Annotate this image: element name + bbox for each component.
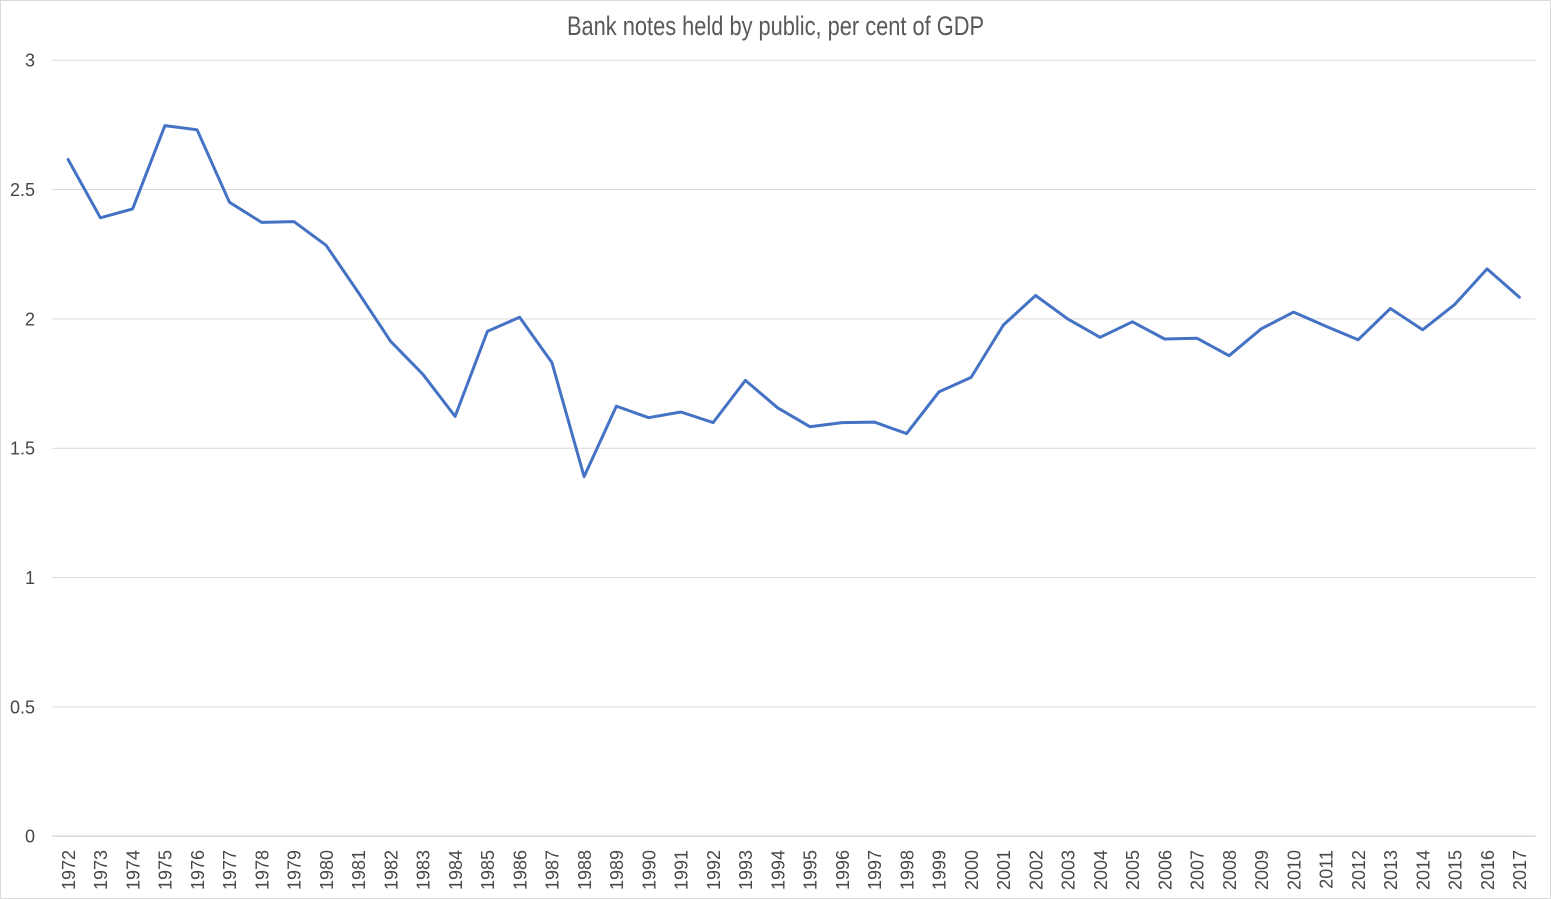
svg-text:1975: 1975 bbox=[156, 850, 176, 890]
svg-text:2003: 2003 bbox=[1059, 850, 1079, 890]
svg-text:2000: 2000 bbox=[962, 850, 982, 890]
svg-text:1992: 1992 bbox=[704, 850, 724, 890]
svg-text:1978: 1978 bbox=[252, 850, 272, 890]
svg-text:1999: 1999 bbox=[930, 850, 950, 890]
svg-text:2011: 2011 bbox=[1317, 850, 1337, 889]
svg-text:1981: 1981 bbox=[349, 850, 369, 890]
svg-text:1989: 1989 bbox=[607, 850, 627, 890]
svg-text:1986: 1986 bbox=[510, 850, 530, 890]
svg-text:1982: 1982 bbox=[381, 850, 401, 890]
svg-text:2017: 2017 bbox=[1510, 850, 1530, 890]
svg-text:1985: 1985 bbox=[478, 850, 498, 890]
svg-text:2014: 2014 bbox=[1413, 850, 1433, 890]
svg-text:2005: 2005 bbox=[1123, 850, 1143, 890]
svg-text:1998: 1998 bbox=[897, 850, 917, 890]
svg-text:1997: 1997 bbox=[865, 850, 885, 890]
svg-text:1972: 1972 bbox=[59, 850, 79, 890]
svg-text:1.5: 1.5 bbox=[10, 439, 35, 459]
svg-text:1987: 1987 bbox=[543, 850, 563, 890]
svg-text:1979: 1979 bbox=[285, 850, 305, 890]
svg-text:1990: 1990 bbox=[639, 850, 659, 890]
svg-text:3: 3 bbox=[25, 51, 35, 71]
svg-text:1993: 1993 bbox=[736, 850, 756, 890]
svg-text:2004: 2004 bbox=[1091, 850, 1111, 890]
svg-text:2002: 2002 bbox=[1026, 850, 1046, 890]
svg-text:1996: 1996 bbox=[833, 850, 853, 890]
svg-text:0.5: 0.5 bbox=[10, 697, 35, 717]
svg-text:2.5: 2.5 bbox=[10, 180, 35, 200]
svg-text:2015: 2015 bbox=[1446, 850, 1466, 890]
svg-text:2008: 2008 bbox=[1220, 850, 1240, 890]
svg-text:2016: 2016 bbox=[1478, 850, 1498, 890]
svg-text:2013: 2013 bbox=[1381, 850, 1401, 890]
svg-text:1991: 1991 bbox=[672, 850, 692, 890]
svg-text:2009: 2009 bbox=[1252, 850, 1272, 890]
svg-text:1: 1 bbox=[25, 568, 35, 588]
svg-text:1973: 1973 bbox=[91, 850, 111, 890]
svg-text:1995: 1995 bbox=[801, 850, 821, 890]
svg-text:1974: 1974 bbox=[123, 850, 143, 890]
svg-text:2007: 2007 bbox=[1188, 850, 1208, 890]
svg-text:2001: 2001 bbox=[994, 850, 1014, 890]
svg-text:1977: 1977 bbox=[220, 850, 240, 890]
svg-text:2012: 2012 bbox=[1349, 850, 1369, 890]
svg-text:0: 0 bbox=[25, 827, 35, 847]
svg-text:1984: 1984 bbox=[446, 850, 466, 890]
svg-text:2010: 2010 bbox=[1284, 850, 1304, 890]
svg-text:1994: 1994 bbox=[768, 850, 788, 890]
svg-text:1980: 1980 bbox=[317, 850, 337, 890]
svg-text:1988: 1988 bbox=[575, 850, 595, 890]
svg-text:1976: 1976 bbox=[188, 850, 208, 890]
svg-text:1983: 1983 bbox=[414, 850, 434, 890]
svg-text:2: 2 bbox=[25, 309, 35, 329]
svg-text:2006: 2006 bbox=[1155, 850, 1175, 890]
svg-text:Bank notes held by public, per: Bank notes held by public, per cent of G… bbox=[567, 11, 984, 41]
